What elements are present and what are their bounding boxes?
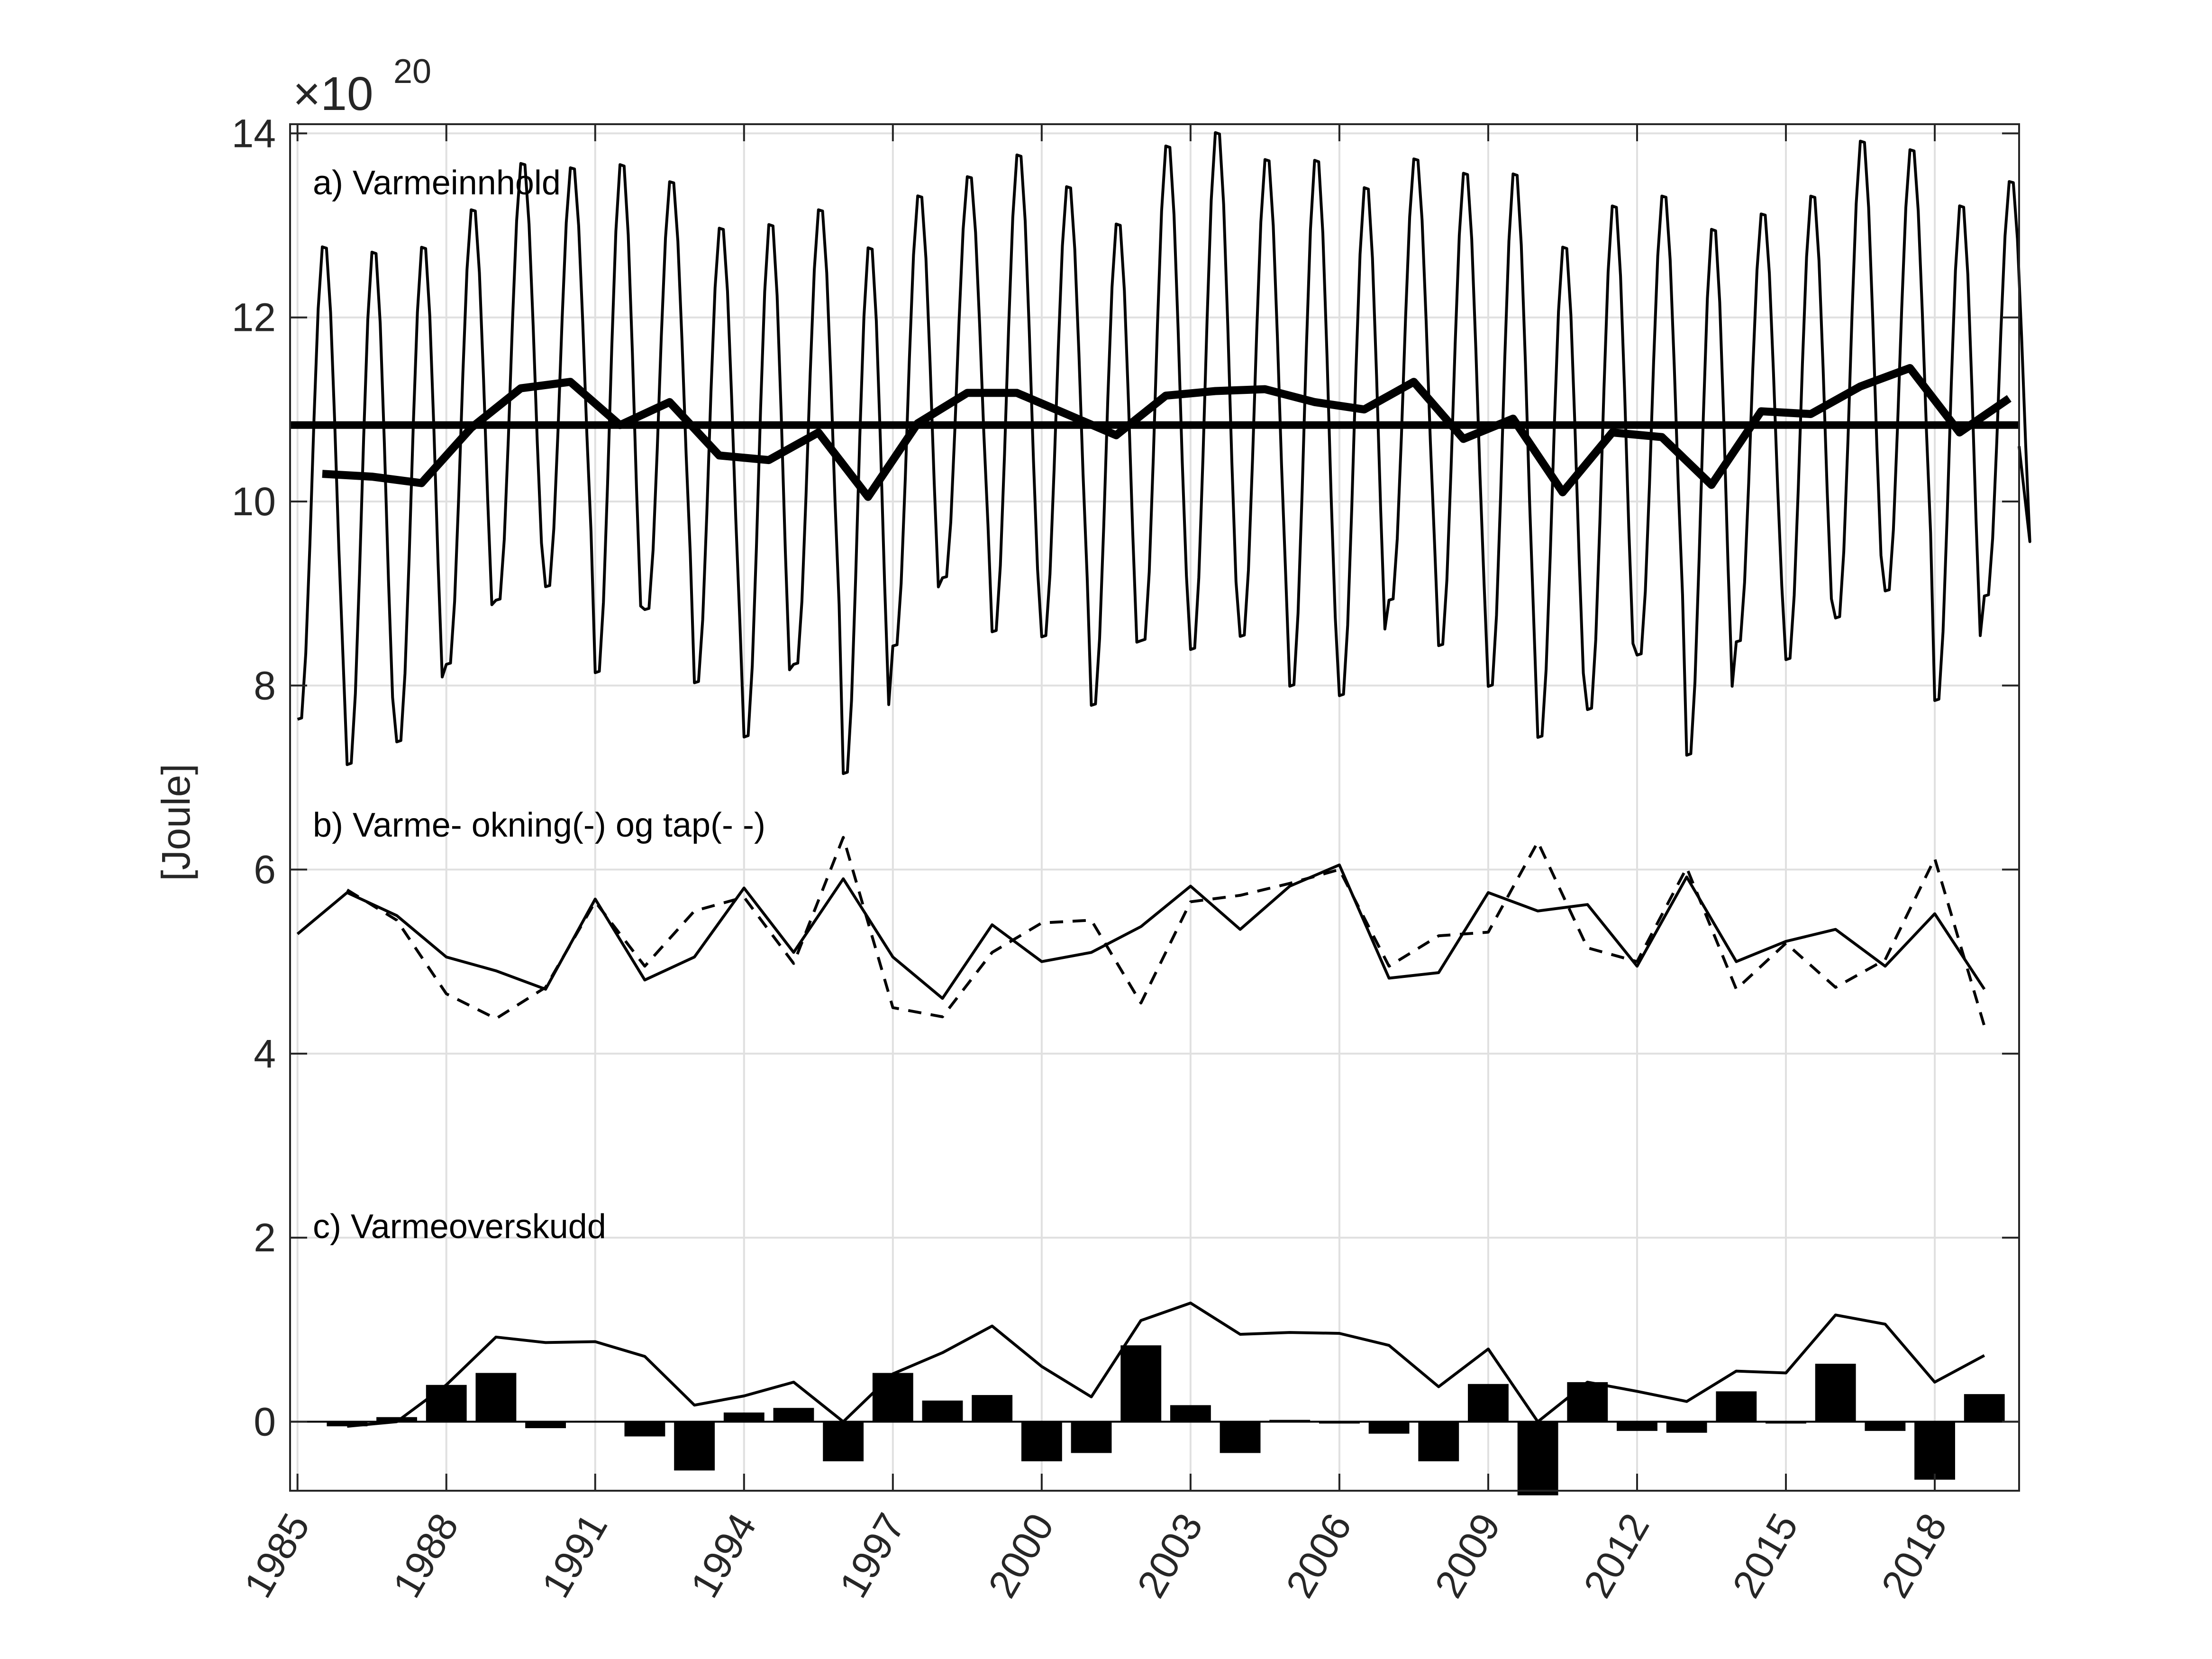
y-exponent-label: ×10 20 — [293, 53, 431, 120]
excess-bar — [1319, 1422, 1360, 1424]
excess-bar — [1517, 1422, 1558, 1495]
grid — [290, 124, 2019, 1491]
excess-bar — [1021, 1422, 1062, 1461]
excess-bar — [1368, 1422, 1410, 1434]
excess-bar — [1468, 1384, 1509, 1422]
excess-bar — [624, 1422, 665, 1437]
y-exponent-times: ×10 — [293, 67, 373, 120]
y-tick-label: 4 — [254, 1031, 276, 1076]
y-exponent-power: 20 — [393, 53, 431, 91]
excess-bar — [1914, 1422, 1955, 1480]
panel-label-a: a) Varmeinnhold — [313, 164, 561, 202]
excess-bar — [426, 1385, 467, 1422]
axis-frame — [289, 123, 2020, 1492]
y-tick-label: 6 — [254, 848, 276, 892]
excess-bar — [1071, 1422, 1112, 1453]
y-axis-label: [Joule] — [154, 764, 198, 881]
y-tick-label: 2 — [254, 1215, 276, 1260]
y-tick-label: 0 — [254, 1399, 276, 1444]
excess-bar — [1815, 1364, 1856, 1422]
excess-bar — [773, 1408, 814, 1422]
panel-label-c: c) Varmeoverskudd — [313, 1208, 606, 1246]
excess-bar — [1220, 1422, 1261, 1453]
excess-bar — [972, 1395, 1013, 1422]
excess-bar — [1964, 1394, 2005, 1422]
excess-bar — [1120, 1345, 1162, 1422]
plot-area — [290, 131, 2031, 1495]
excess-bar — [1269, 1420, 1311, 1422]
y-tick-label: 12 — [232, 295, 276, 340]
excess-bar — [327, 1422, 368, 1427]
excess-bar — [1716, 1391, 1757, 1422]
excess-bar — [1418, 1422, 1459, 1461]
excess-bar — [1170, 1405, 1211, 1422]
excess-bar — [723, 1412, 765, 1422]
excess-bar — [674, 1422, 715, 1471]
excess-bar — [872, 1373, 913, 1422]
excess-bar — [1567, 1382, 1608, 1422]
excess-bar — [823, 1422, 864, 1461]
excess-bar — [922, 1400, 963, 1422]
excess-bar — [1617, 1422, 1657, 1431]
y-tick-label: 14 — [232, 111, 276, 155]
excess-bar — [1666, 1422, 1707, 1433]
excess-bar — [525, 1422, 566, 1428]
excess-bar — [376, 1417, 417, 1422]
y-tick-label: 8 — [254, 663, 276, 708]
heat-loss-line — [346, 836, 1986, 1027]
excess-bar — [475, 1373, 517, 1422]
excess-bar — [1865, 1422, 1906, 1431]
cumulative-excess-line — [347, 1302, 1985, 1428]
panel-label-b: b) Varme- okning(-) og tap(- -) — [313, 806, 765, 844]
excess-bar — [574, 1421, 616, 1422]
annual-mean-line — [322, 364, 2012, 501]
y-tick-label: 10 — [232, 479, 276, 524]
heat-content-line — [297, 131, 2031, 775]
excess-bar — [1766, 1422, 1806, 1424]
